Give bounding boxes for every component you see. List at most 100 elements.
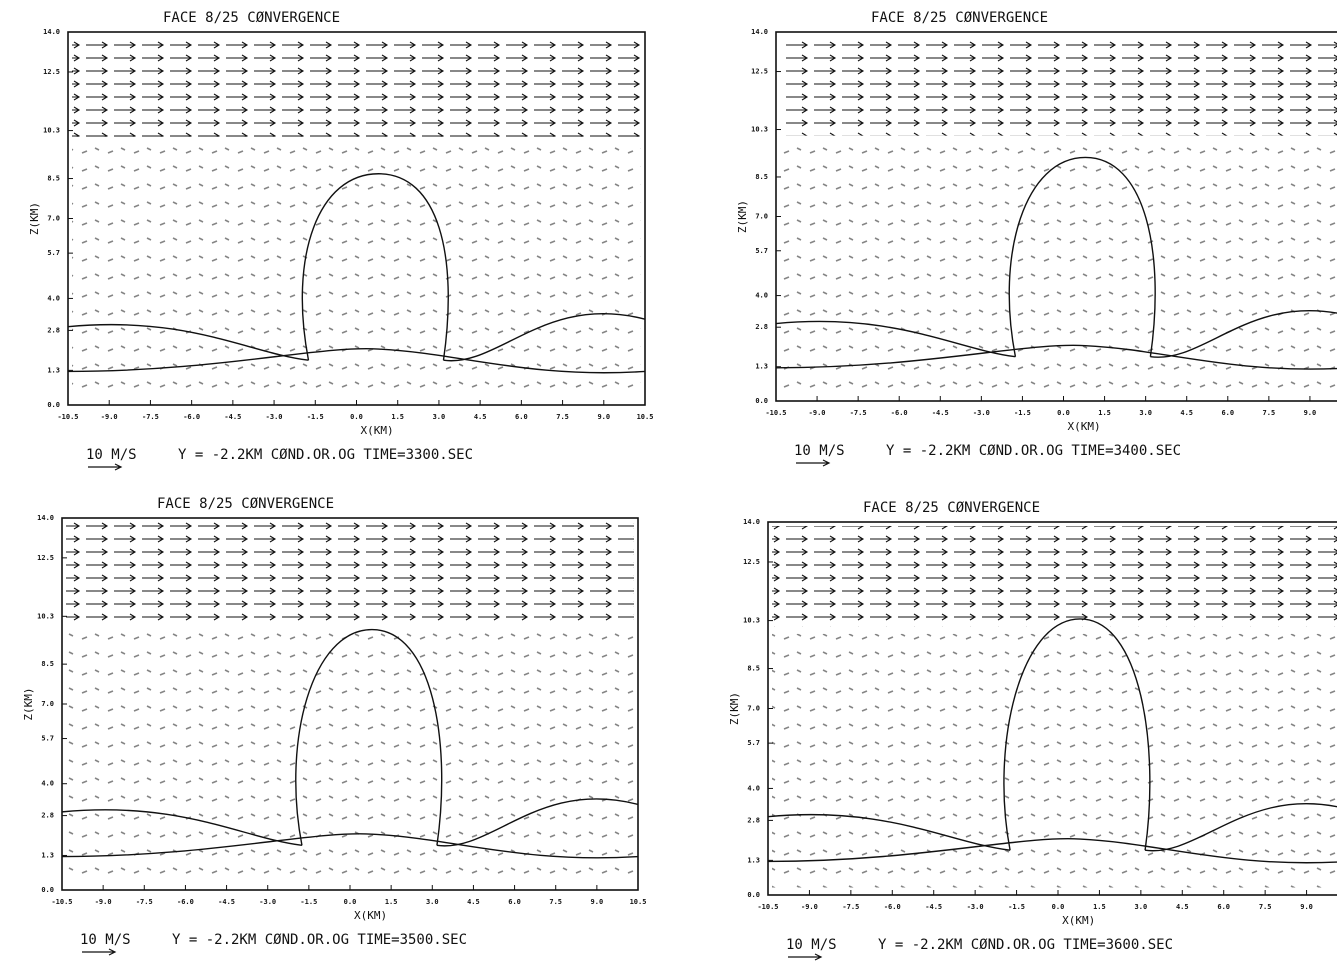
panel-footer: Y = -2.2KM CØND.OR.OG TIME=3300.SEC: [178, 447, 473, 463]
y-tick-label: 7.0: [47, 215, 60, 223]
x-tick-label: 0.0: [344, 898, 357, 906]
x-tick-label: -7.5: [850, 409, 867, 417]
y-tick-label: 8.5: [41, 660, 54, 668]
x-tick-label: 4.5: [1180, 409, 1193, 417]
x-tick-label: -3.0: [266, 413, 283, 421]
y-tick-label: 7.0: [747, 705, 760, 713]
y-tick-label: 5.7: [747, 739, 760, 747]
y-tick-label: 7.0: [41, 700, 54, 708]
y-tick-label: 5.7: [755, 247, 768, 255]
x-tick-label: 10.5: [637, 413, 654, 421]
x-tick-label: -10.5: [765, 409, 786, 417]
x-axis-label: X(KM): [1067, 420, 1100, 433]
x-tick-label: -9.0: [801, 903, 818, 911]
x-tick-label: 1.5: [385, 898, 398, 906]
x-tick-label: 9.0: [591, 898, 604, 906]
x-tick-label: 7.5: [1259, 903, 1272, 911]
x-tick-label: -4.5: [932, 409, 949, 417]
y-tick-label: 14.0: [43, 28, 60, 36]
y-tick-label: 7.0: [755, 213, 768, 221]
cloud-contour: [1003, 618, 1151, 851]
upper-flow: [772, 526, 1337, 627]
x-tick-label: 3.0: [426, 898, 439, 906]
x-tick-label: 7.5: [1263, 409, 1276, 417]
x-tick-label: -1.5: [307, 413, 324, 421]
scale-label: 10 M/S: [80, 932, 131, 948]
panel-title: FACE 8/25 CØNVERGENCE: [163, 10, 340, 26]
x-tick-label: -10.5: [57, 413, 78, 421]
y-tick-label: 12.5: [751, 68, 768, 76]
x-tick-label: 7.5: [556, 413, 569, 421]
x-tick-label: -10.5: [757, 903, 778, 911]
x-tick-label: 0.0: [1057, 409, 1070, 417]
x-tick-label: -6.0: [891, 409, 908, 417]
x-axis-label: X(KM): [1062, 914, 1095, 927]
x-tick-label: 3.0: [1135, 903, 1148, 911]
scale-arrow: [788, 953, 823, 961]
y-tick-label: 12.5: [37, 554, 54, 562]
y-tick-label: 5.7: [47, 249, 60, 257]
x-tick-label: -1.5: [1014, 409, 1031, 417]
y-tick-label: 14.0: [751, 28, 768, 36]
y-tick-label: 8.5: [747, 665, 760, 673]
y-tick-label: 4.0: [747, 784, 760, 792]
x-tick-label: -3.0: [259, 898, 276, 906]
x-tick-label: 6.0: [1221, 409, 1234, 417]
y-tick-label: 14.0: [743, 518, 760, 526]
x-tick-label: 1.5: [391, 413, 404, 421]
x-tick-label: 10.5: [630, 898, 647, 906]
x-tick-label: 0.0: [350, 413, 363, 421]
x-tick-label: -3.0: [967, 903, 984, 911]
y-axis-label: Z(KM): [736, 200, 749, 233]
y-tick-label: 4.0: [47, 294, 60, 302]
panel-footer: Y = -2.2KM CØND.OR.OG TIME=3600.SEC: [878, 937, 1173, 953]
y-tick-label: 1.3: [41, 851, 54, 859]
x-tick-label: 6.0: [1217, 903, 1230, 911]
y-tick-label: 10.3: [37, 612, 54, 620]
cloud-contour: [301, 173, 449, 361]
x-tick-label: -9.0: [101, 413, 118, 421]
y-tick-label: 0.0: [747, 891, 760, 899]
panel-title: FACE 8/25 CØNVERGENCE: [871, 10, 1048, 26]
base-contour: [767, 837, 1337, 864]
x-tick-label: -1.5: [300, 898, 317, 906]
y-tick-label: 8.5: [755, 173, 768, 181]
y-tick-label: 10.3: [743, 617, 760, 625]
x-tick-label: -10.5: [51, 898, 72, 906]
x-tick-label: -7.5: [842, 903, 859, 911]
y-tick-label: 1.3: [747, 856, 760, 864]
x-tick-label: -9.0: [95, 898, 112, 906]
x-tick-label: 9.0: [1300, 903, 1313, 911]
x-tick-label: 6.0: [508, 898, 521, 906]
x-tick-label: 4.5: [467, 898, 480, 906]
base-contour: [67, 347, 646, 374]
y-tick-label: 2.8: [47, 326, 60, 334]
lower-flow: [72, 143, 641, 398]
panel-title: FACE 8/25 CØNVERGENCE: [863, 500, 1040, 516]
x-tick-label: -3.0: [973, 409, 990, 417]
panel-footer: Y = -2.2KM CØND.OR.OG TIME=3500.SEC: [172, 932, 467, 948]
lower-flow: [772, 633, 1337, 888]
x-tick-label: -9.0: [809, 409, 826, 417]
y-axis-label: Z(KM): [28, 202, 41, 235]
y-tick-label: 0.0: [755, 397, 768, 405]
y-tick-label: 14.0: [37, 514, 54, 522]
y-axis-label: Z(KM): [22, 687, 35, 720]
x-tick-label: 3.0: [433, 413, 446, 421]
y-tick-label: 1.3: [755, 363, 768, 371]
scale-label: 10 M/S: [794, 443, 845, 459]
x-tick-label: 6.0: [515, 413, 528, 421]
y-tick-label: 2.8: [41, 812, 54, 820]
x-tick-label: 0.0: [1052, 903, 1065, 911]
x-tick-label: 3.0: [1139, 409, 1152, 417]
x-tick-label: 4.5: [1176, 903, 1189, 911]
y-axis-label: Z(KM): [728, 692, 741, 725]
lower-flow: [66, 629, 634, 883]
upper-flow: [72, 36, 641, 137]
x-tick-label: -6.0: [177, 898, 194, 906]
x-tick-label: -6.0: [884, 903, 901, 911]
x-tick-label: 4.5: [474, 413, 487, 421]
y-tick-label: 10.3: [43, 127, 60, 135]
x-tick-label: -4.5: [925, 903, 942, 911]
